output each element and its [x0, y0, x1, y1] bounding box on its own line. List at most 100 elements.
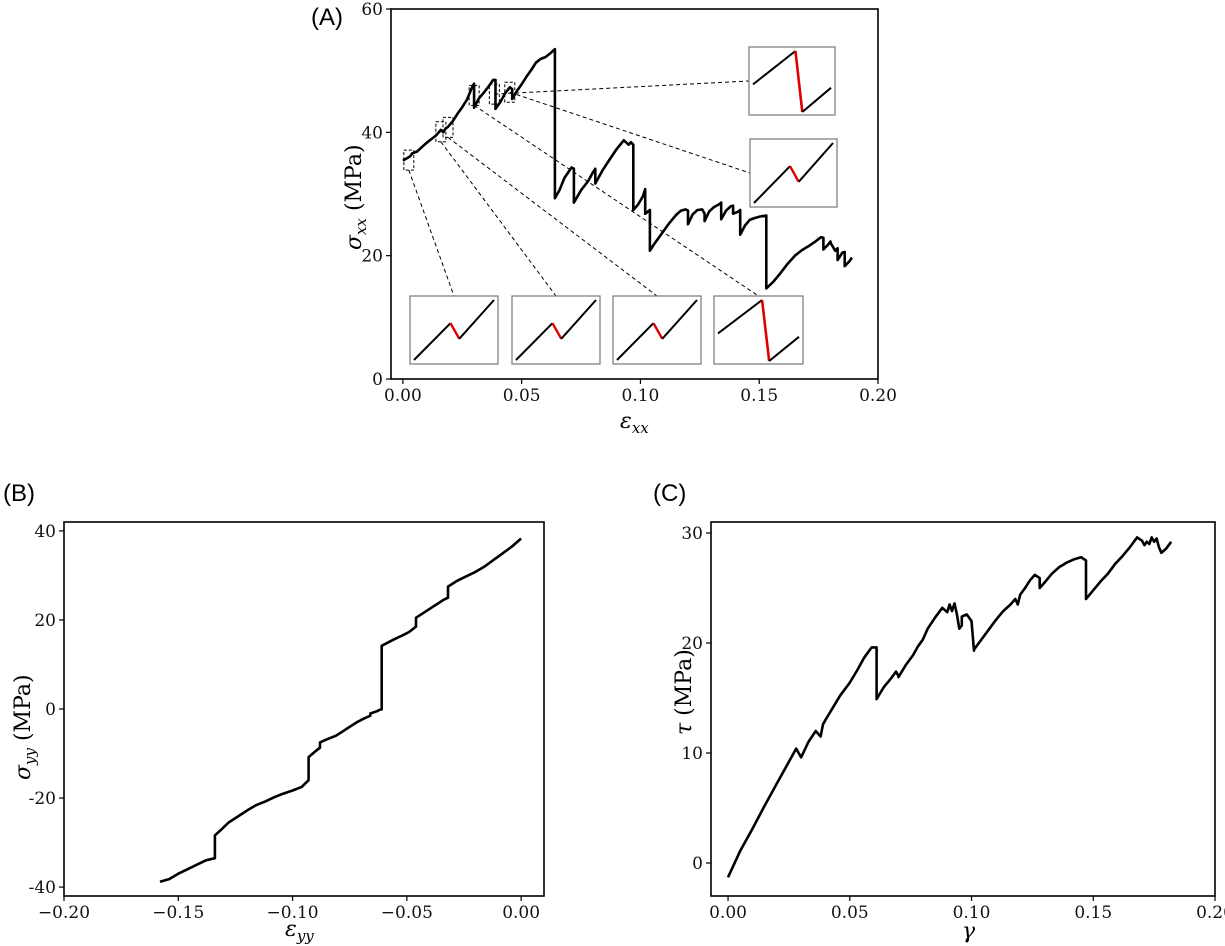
x-tick-label: −0.05: [381, 903, 433, 923]
y-tick-label: 40: [361, 123, 383, 143]
x-tick-label: 0.00: [709, 903, 747, 923]
axis-subscript: xx: [352, 218, 370, 235]
y-tick-label: 0: [692, 854, 703, 874]
inset-drop-segment: [760, 299, 771, 362]
x-tick-label: 0.15: [740, 386, 778, 406]
x-tick-label: 0.10: [953, 903, 991, 923]
zoom-box: [435, 121, 447, 143]
panel-a-tag: (A): [311, 4, 343, 31]
y-tick-label: 0: [372, 370, 383, 390]
inset-segment-before: [413, 322, 452, 361]
x-tick-label: 0.05: [831, 903, 869, 923]
panel-c-y-label: τ (MPa): [672, 649, 697, 735]
y-tick-label: 0: [45, 700, 56, 720]
zoom-box: [442, 116, 454, 138]
zoom-leader-line: [509, 91, 751, 174]
inset-drop-segment: [652, 322, 664, 340]
axis-subscript: xx: [632, 419, 649, 437]
panel-b-tag: (B): [3, 480, 35, 507]
x-tick-label: 0.20: [1196, 903, 1225, 923]
panel-a-y-label-group: σxx (MPa): [342, 144, 370, 250]
axis-unit: (MPa): [672, 649, 697, 723]
y-tick-label: 20: [361, 247, 383, 267]
inset-drop-segment: [449, 322, 461, 340]
x-tick-label: 0.00: [502, 903, 540, 923]
x-tick-label: −0.20: [38, 903, 90, 923]
panel-a-series-line: [402, 47, 853, 290]
zoom-inset: [749, 138, 838, 208]
panel-a-y-ticks: 0 20 40 60: [361, 0, 391, 390]
panel-b-x-ticks: −0.20 −0.15 −0.10 −0.05 0.00: [38, 896, 540, 923]
inset-segment-after: [797, 142, 834, 183]
inset-segment-before: [616, 322, 655, 361]
x-tick-label: 0.15: [1074, 903, 1112, 923]
inset-segment-before: [515, 322, 554, 361]
y-tick-label: -40: [29, 878, 56, 898]
inset-segment-after: [661, 299, 698, 340]
zoom-inset: [409, 295, 499, 365]
y-tick-label: 20: [681, 634, 703, 654]
x-tick-label: 0.20: [859, 386, 897, 406]
inset-segment-after: [560, 299, 597, 340]
panel-a-x-label-text: εxx: [620, 409, 649, 437]
panel-a-x-label: εxx: [620, 409, 649, 437]
axis-subscript: yy: [296, 927, 314, 945]
inset-drop-segment: [788, 165, 800, 183]
panel-b-series-line: [159, 537, 522, 884]
zoom-leader-line: [473, 104, 759, 297]
inset-segment-after: [458, 299, 495, 340]
y-tick-label: 40: [34, 522, 56, 542]
panel-a-y-label: σxx (MPa): [342, 144, 370, 250]
x-tick-label: −0.15: [152, 903, 204, 923]
x-tick-label: −0.10: [267, 903, 319, 923]
zoom-inset: [612, 295, 702, 365]
zoom-inset-frame: [748, 46, 836, 116]
inset-segment-after: [801, 87, 832, 113]
zoom-leader-line: [440, 141, 557, 297]
axis-symbol: γ: [962, 919, 976, 944]
zoom-inset-frame: [713, 295, 804, 365]
axis-subscript: yy: [21, 747, 39, 765]
axis-symbol: τ: [672, 722, 697, 735]
panel-a-insets: [409, 46, 838, 365]
panel-a-zoom-leaders: [408, 80, 759, 297]
panel-c-x-ticks: 0.00 0.05 0.10 0.15 0.20: [709, 896, 1225, 923]
axis-symbol: ε: [620, 409, 632, 434]
panel-b-y-label-group: σyy (MPa): [11, 674, 39, 780]
inset-segment-before: [752, 50, 797, 86]
axis-symbol: ε: [285, 917, 297, 942]
zoom-leader-line: [408, 169, 455, 297]
panel-a-x-ticks: 0.00 0.05 0.10 0.15 0.20: [384, 379, 897, 406]
axis-unit: (MPa): [11, 674, 36, 748]
zoom-inset: [748, 46, 836, 116]
panel-c-y-label-group: τ (MPa): [672, 649, 697, 735]
y-tick-label: -20: [29, 789, 56, 809]
axis-symbol: σ: [342, 234, 367, 250]
panel-c-frame: [710, 521, 1216, 897]
axis-unit: (MPa): [342, 144, 367, 218]
panel-a-zoom-boxes: [403, 81, 516, 171]
axis-symbol: σ: [11, 764, 36, 780]
zoom-leader-line: [494, 80, 750, 95]
panel-b-y-label: σyy (MPa): [11, 674, 39, 780]
zoom-inset: [511, 295, 601, 365]
inset-segment-before: [717, 299, 763, 335]
panel-c: (C) 0.00 0.05 0.10 0.15 0.20 0 10 20 30 γ τ (MP…: [653, 480, 1225, 944]
panel-c-series-line: [726, 536, 1173, 878]
y-tick-label: 20: [34, 611, 56, 631]
panel-b: (B) −0.20 −0.15 −0.10 −0.05 0.00 -40 -20 0 20 40…: [3, 480, 545, 945]
panel-b-frame: [63, 521, 545, 897]
panel-b-y-ticks: -40 -20 0 20 40: [29, 522, 64, 898]
panel-a-frame: [390, 8, 879, 380]
panel-b-x-label: εyy: [285, 917, 314, 945]
y-tick-label: 10: [681, 744, 703, 764]
panel-c-tag: (C): [653, 480, 686, 507]
inset-drop-segment: [794, 50, 804, 113]
x-tick-label: 0.10: [622, 386, 660, 406]
zoom-leader-line: [447, 137, 658, 297]
inset-drop-segment: [551, 322, 563, 340]
inset-segment-before: [753, 165, 791, 204]
y-tick-label: 60: [361, 0, 383, 20]
